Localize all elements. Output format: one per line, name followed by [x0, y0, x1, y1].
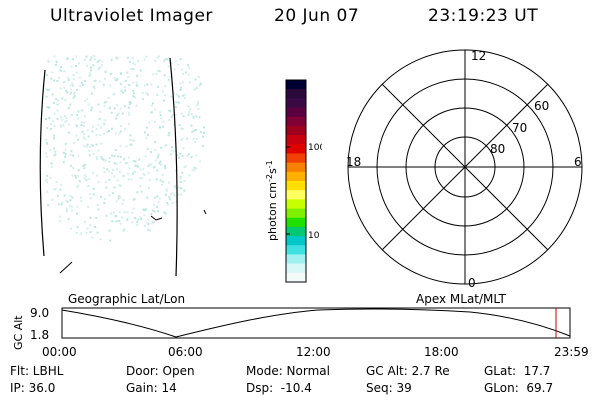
coastline-fragment [150, 215, 163, 221]
mlat-label-80: 80 [490, 142, 505, 156]
mode-info: Mode: Normal [246, 364, 330, 378]
colorbar-unit-label: photon cm-2s-1 [265, 160, 279, 241]
mlt-label-0: 0 [468, 276, 476, 290]
date-label: 20 Jun 07 [274, 6, 360, 26]
mlat-label-60: 60 [534, 99, 549, 113]
y-tick-9: 9.0 [30, 306, 49, 320]
time-label: 23:19:23 UT [428, 6, 539, 26]
x-tick-1200: 12:00 [296, 345, 331, 359]
gain-info: Gain: 14 [126, 381, 177, 395]
colorbar-swatch [286, 245, 306, 256]
limb-arc-left [39, 69, 46, 257]
glat-info: GLat: 17.7 [484, 364, 551, 378]
geographic-label: Geographic Lat/Lon [68, 292, 185, 306]
glon-info: GLon: 69.7 [484, 381, 554, 395]
limb-arc-right [169, 57, 178, 277]
geographic-image-panel [39, 55, 207, 277]
coastline-fragment [59, 261, 73, 274]
colorbar-frame [285, 79, 307, 283]
colorbar-swatch [286, 107, 306, 118]
colorbar-swatch [286, 236, 306, 246]
polar-mlt-plot: 12 0 18 6 60 70 80 [346, 49, 583, 290]
colorbar-tick-100: 100 [308, 143, 322, 153]
altitude-timeline: Geographic Lat/Lon Apex MLat/MLT GC Alt … [12, 292, 589, 359]
timeline-frame [61, 307, 571, 339]
polar-diagonal-2 [381, 83, 549, 251]
colorbar-swatch [286, 80, 306, 90]
colorbar-swatch [286, 181, 306, 191]
colorbar-swatch [286, 226, 306, 237]
colorbar-swatch [286, 116, 306, 127]
uv-emission-speckles [45, 55, 205, 242]
colorbar-swatch [286, 208, 306, 219]
colorbar-swatch [286, 199, 306, 210]
altitude-curve [61, 308, 571, 338]
mlt-label-18: 18 [346, 155, 361, 169]
colorbar-swatch [286, 263, 306, 274]
colorbar-swatch [286, 171, 306, 182]
colorbar-swatch [286, 190, 306, 200]
mlat-label-70: 70 [512, 121, 527, 135]
colorbar-swatches [286, 80, 306, 283]
intensity-colorbar: 100 10 photon cm-2s-1 [265, 79, 322, 283]
ip-info: IP: 36.0 [10, 381, 56, 395]
x-tick-0600: 06:00 [168, 345, 203, 359]
seq-info: Seq: 39 [366, 381, 412, 395]
colorbar-swatch [286, 272, 306, 283]
colorbar-swatch [286, 162, 306, 173]
colorbar-swatch [286, 144, 306, 155]
colorbar-swatch [286, 217, 306, 228]
colorbar-tick-10: 10 [308, 231, 320, 241]
colorbar-swatch [286, 153, 306, 164]
mlt-label-12: 12 [471, 49, 486, 63]
door-info: Door: Open [126, 364, 195, 378]
instrument-title: Ultraviolet Imager [50, 6, 213, 26]
x-tick-1800: 18:00 [424, 345, 459, 359]
colorbar-swatch [286, 98, 306, 109]
gc-alt-info: GC Alt: 2.7 Re [366, 364, 450, 378]
colorbar-swatch [286, 254, 306, 265]
y-tick-1-8: 1.8 [30, 328, 49, 342]
filter-info: Flt: LBHL [10, 364, 64, 378]
dsp-info: Dsp: -10.4 [246, 381, 312, 395]
apex-label: Apex MLat/MLT [416, 292, 506, 306]
coastline-fragment [203, 209, 207, 215]
gc-alt-axis-title: GC Alt [12, 315, 25, 350]
colorbar-swatch [286, 135, 306, 145]
x-tick-2359: 23:59 [554, 345, 589, 359]
x-tick-0000: 00:00 [42, 345, 77, 359]
mlt-label-6: 6 [574, 155, 582, 169]
colorbar-swatch [286, 89, 306, 99]
colorbar-swatch [286, 125, 306, 136]
